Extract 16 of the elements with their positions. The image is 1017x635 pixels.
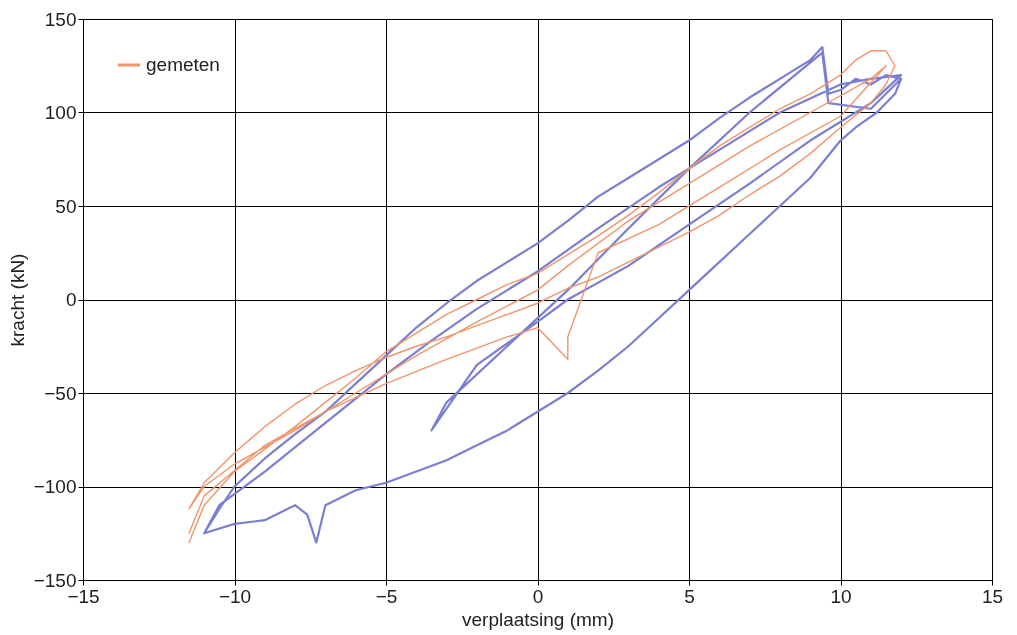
y-tick-label: 50 (55, 195, 77, 217)
x-tick-label: 10 (830, 585, 852, 607)
x-tick-label: 0 (532, 585, 544, 607)
y-tick-label: −100 (33, 476, 77, 497)
y-tick-label: 150 (44, 8, 77, 30)
y-tick-label: −50 (44, 382, 77, 404)
y-tick-label: −150 (33, 569, 77, 591)
x-tick-label: 15 (981, 585, 1004, 607)
legend-label: gemeten (146, 54, 220, 75)
y-axis-title: kracht (kN) (6, 253, 28, 347)
y-tick-label: 0 (65, 289, 77, 310)
y-tick-label: 100 (44, 102, 77, 123)
x-axis-title: verplaatsing (mm) (461, 608, 615, 630)
x-tick-label: −10 (218, 585, 252, 607)
x-tick-label: 5 (684, 585, 695, 607)
x-tick-label: −5 (375, 585, 398, 607)
